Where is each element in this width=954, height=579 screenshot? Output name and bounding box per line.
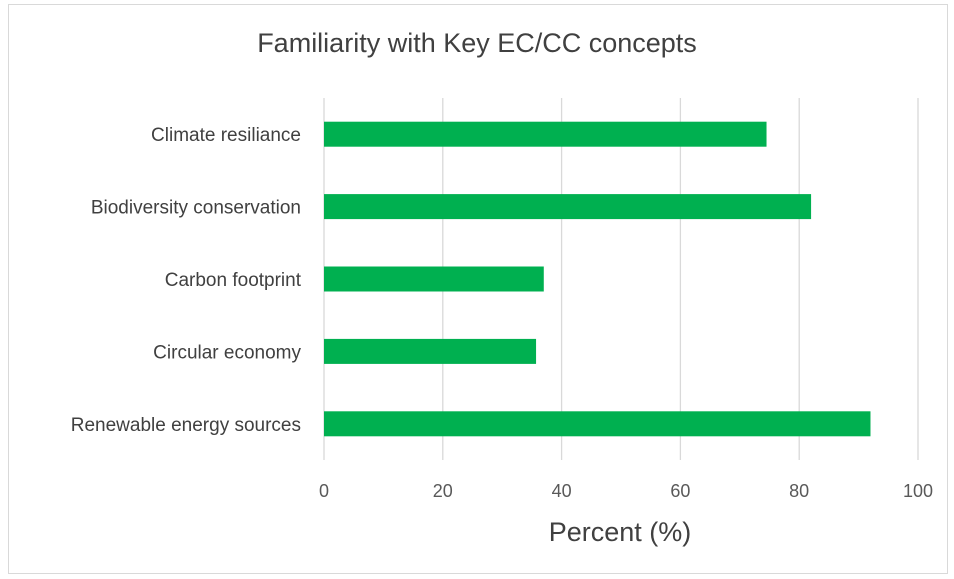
category-label: Renewable energy sources (71, 415, 301, 436)
bar-circular-economy (324, 338, 537, 364)
x-axis-title: Percent (%) (549, 517, 692, 547)
category-labels: Climate resiliance Biodiversity conservat… (71, 125, 302, 436)
bar-renewable-energy-sources (324, 411, 871, 437)
x-tick-label: 40 (552, 481, 572, 501)
category-label: Circular economy (153, 342, 301, 363)
x-tick-label: 0 (319, 481, 329, 501)
x-tick-label: 20 (433, 481, 453, 501)
category-label: Biodiversity conservation (91, 198, 301, 219)
x-tick-label: 100 (903, 481, 933, 501)
chart-title: Familiarity with Key EC/CC concepts (257, 28, 697, 58)
bar-climate-resiliance (324, 121, 767, 147)
bar-carbon-footprint (324, 266, 544, 292)
category-label: Carbon footprint (165, 270, 302, 291)
bar-biodiversity-conservation (324, 194, 812, 220)
x-tick-label: 60 (670, 481, 690, 501)
bars (324, 121, 871, 437)
x-tick-label: 80 (789, 481, 809, 501)
category-label: Climate resiliance (151, 125, 301, 146)
x-tick-labels: 0 20 40 60 80 100 (319, 481, 933, 501)
